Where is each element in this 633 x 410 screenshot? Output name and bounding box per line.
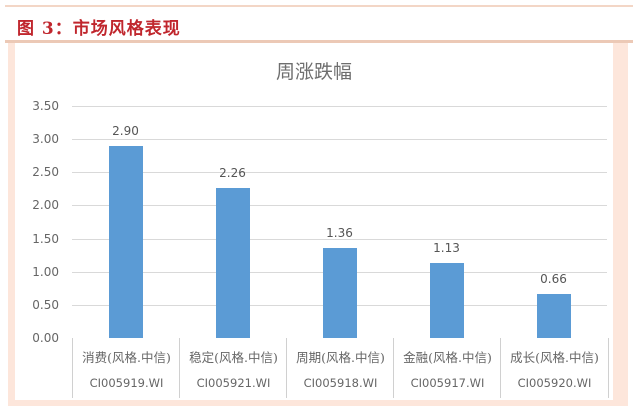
data-label: 1.36 — [326, 225, 353, 240]
data-label: 1.13 — [433, 241, 460, 256]
category-name: 金融(风格.中信) — [403, 350, 492, 365]
caption-rule — [5, 40, 633, 43]
category-code: CI005920.WI — [517, 376, 592, 390]
category-cell: 周期(风格.中信) CI005918.WI — [286, 338, 394, 398]
category-name: 周期(风格.中信) — [296, 350, 385, 365]
chart-title: 周涨跌幅 — [275, 61, 352, 83]
bar — [108, 145, 143, 338]
bar — [429, 263, 464, 338]
data-label: 0.66 — [540, 272, 567, 287]
y-tick-label: 0.00 — [32, 331, 59, 345]
y-tick-label: 2.00 — [32, 198, 59, 213]
y-tick-label: 3.50 — [32, 99, 59, 113]
category-code: CI005917.WI — [410, 376, 485, 390]
chart-panel: 周涨跌幅 0.00 0.50 1.00 1.50 2.00 2.50 3.00 3.50 2.… — [15, 43, 613, 400]
category-cell: 金融(风格.中信) CI005917.WI — [393, 338, 501, 398]
category-name: 成长(风格.中信) — [510, 350, 599, 365]
gridline — [72, 106, 607, 107]
gridline — [72, 139, 607, 141]
category-name: 稳定(风格.中信) — [189, 350, 278, 365]
bar — [536, 294, 571, 338]
y-tick-label: 0.50 — [32, 297, 59, 312]
category-cell: 成长(风格.中信) CI005920.WI — [500, 338, 609, 398]
y-tick-label: 1.00 — [32, 264, 59, 279]
category-name: 消费(风格.中信) — [82, 350, 171, 365]
gridline — [72, 238, 607, 240]
data-label: 2.90 — [112, 123, 139, 138]
category-cell: 消费(风格.中信) CI005919.WI — [72, 338, 180, 398]
y-tick-label: 1.50 — [32, 231, 59, 246]
y-tick-label: 3.00 — [32, 132, 59, 147]
gridline — [72, 172, 607, 174]
category-code: CI005918.WI — [303, 376, 378, 390]
gridline — [72, 205, 607, 207]
category-code: CI005919.WI — [89, 376, 164, 390]
bar — [215, 188, 250, 338]
y-tick-label: 2.50 — [32, 165, 59, 180]
category-cell: 稳定(风格.中信) CI005921.WI — [179, 338, 287, 398]
figure-caption: 图 3：市场风格表现 — [17, 19, 181, 39]
category-code: CI005921.WI — [196, 376, 271, 390]
top-rule — [5, 5, 633, 7]
data-label: 2.26 — [219, 166, 246, 181]
bar — [322, 247, 357, 338]
